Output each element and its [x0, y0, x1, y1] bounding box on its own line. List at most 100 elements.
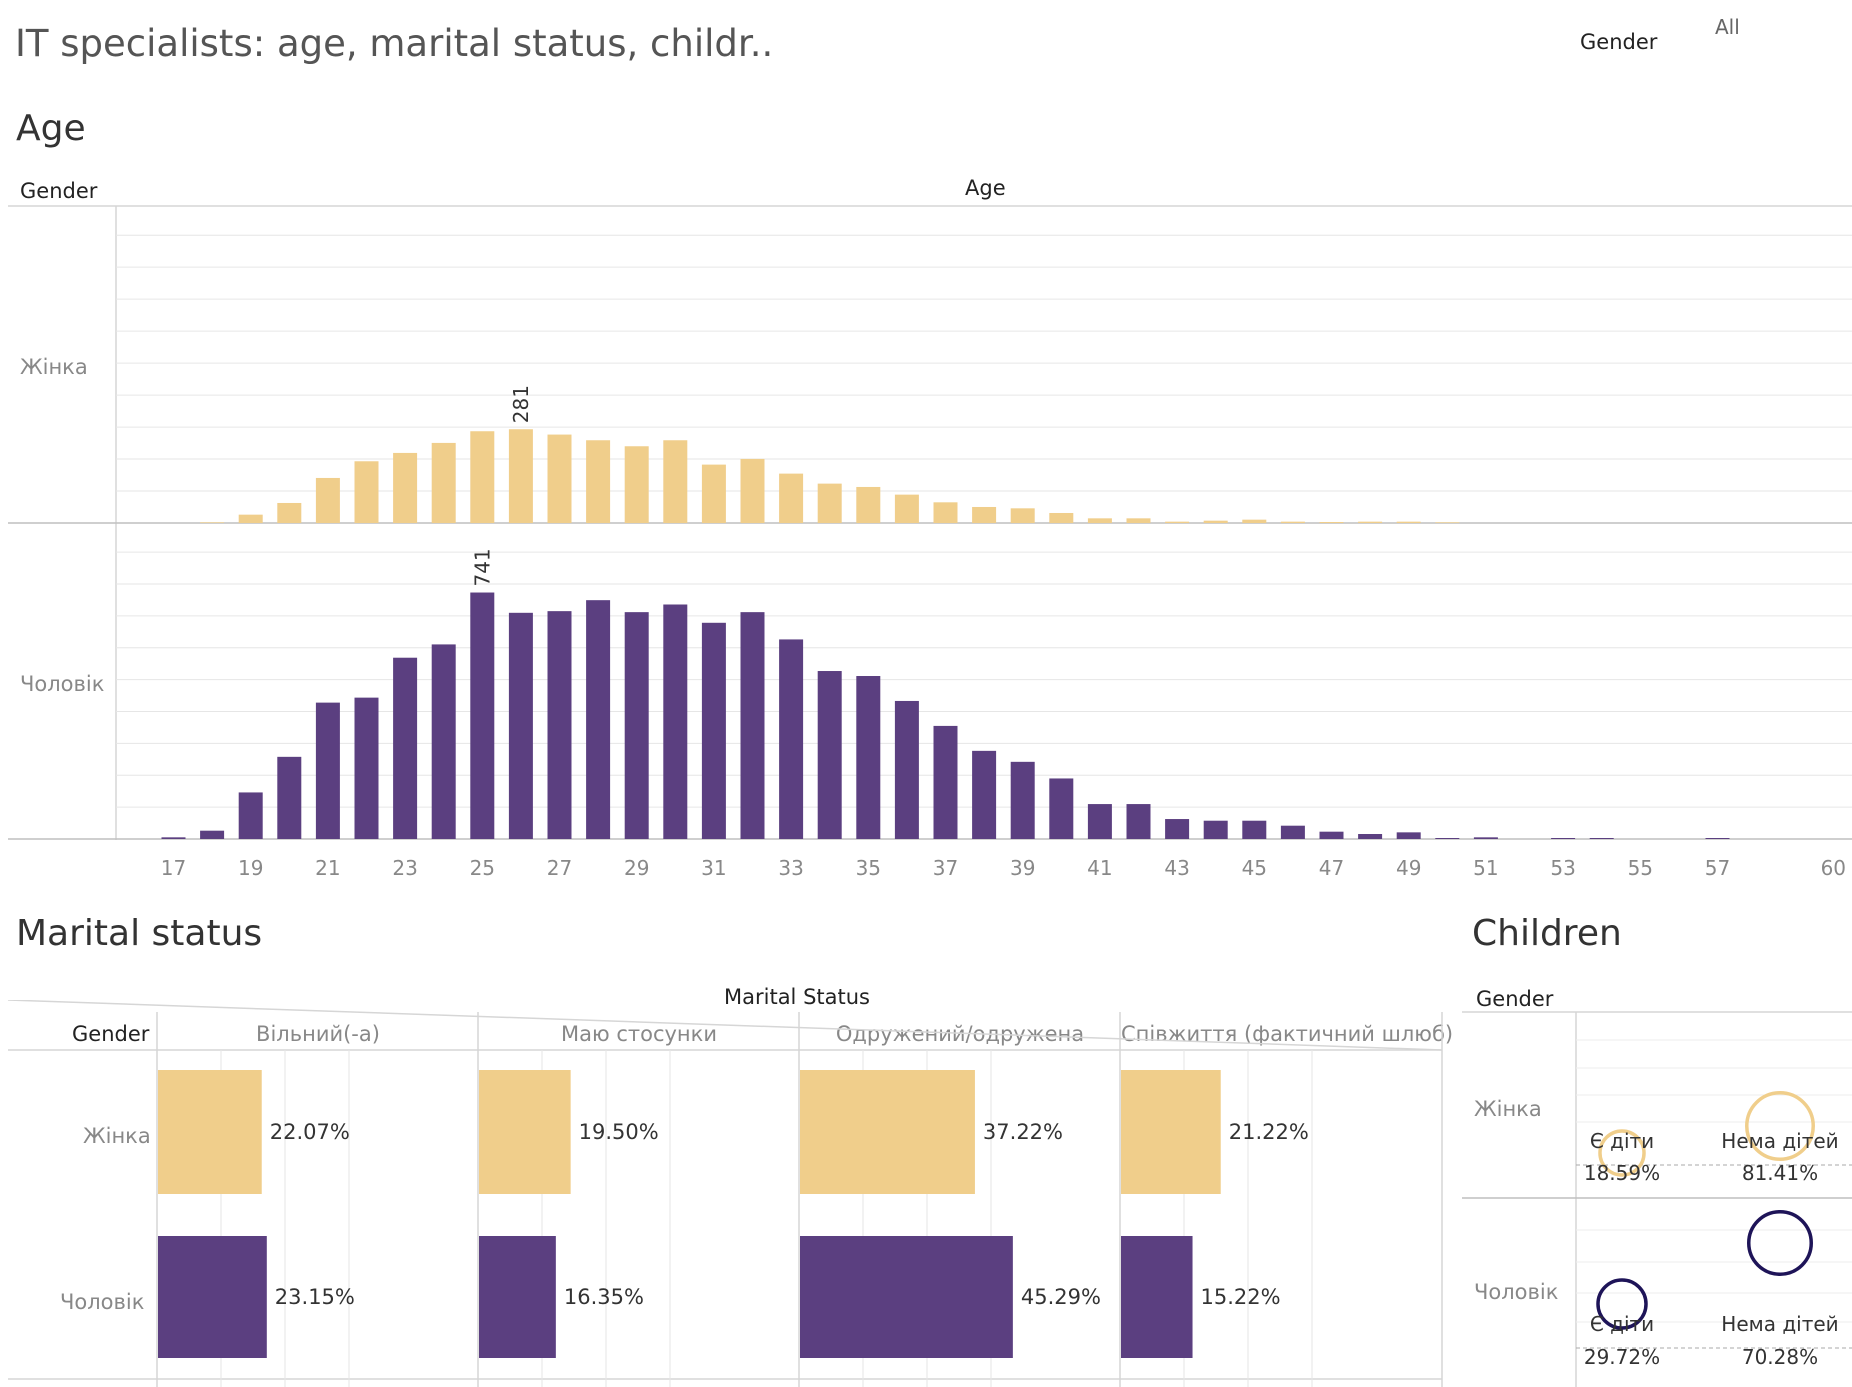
age-tick-37: 37: [933, 856, 958, 880]
marital-label-male-0: 23.15%: [275, 1285, 355, 1309]
marital-row-label-male: Чоловік: [60, 1290, 145, 1314]
age-bar-female-50: [1435, 522, 1460, 523]
marital-row-header: Gender: [72, 1022, 150, 1046]
age-bar-female-35: [856, 486, 881, 523]
age-bar-male-51: [1473, 837, 1498, 839]
age-bar-female-22: [354, 461, 379, 523]
age-bar-male-26: [508, 612, 533, 839]
gender-filter-dropdown[interactable]: All: [1715, 15, 1740, 39]
peak-label-male: 741: [470, 548, 494, 586]
marital-super-header: Marital Status: [724, 985, 870, 1009]
age-bar-male-27: [547, 611, 572, 839]
age-tick-17: 17: [161, 856, 186, 880]
marital-section-title: Marital status: [16, 913, 263, 954]
age-bar-male-54: [1589, 838, 1614, 839]
children-chart: Є діти 18.59% Нема дітей 81.41% Є діти 29.72%…: [1462, 1011, 1852, 1387]
age-tick-57: 57: [1705, 856, 1730, 880]
age-bar-female-43: [1165, 521, 1190, 523]
age-bar-male-28: [586, 600, 611, 839]
age-bar-male-49: [1396, 832, 1421, 839]
age-bar-male-23: [393, 657, 418, 839]
marital-label-female-0: 22.07%: [270, 1120, 350, 1144]
peak-label-female: 281: [509, 385, 533, 423]
age-bar-female-28: [586, 440, 611, 523]
age-x-axis: 17 19 21 23 25 27 29 31 33 35 37 39 41 43 45 47 49 51 53 55…: [161, 856, 1846, 880]
age-bar-female-45: [1242, 519, 1267, 523]
age-tick-25: 25: [470, 856, 495, 880]
age-bar-female-37: [933, 502, 958, 523]
marital-label-female-3: 21.22%: [1229, 1120, 1309, 1144]
age-bar-male-25: [470, 592, 495, 839]
marital-chart: 22.07% 19.50% 37.22% 21.22% 23.15% 16.35% 45.2…: [7, 1000, 1443, 1387]
children-row-header: Gender: [1476, 987, 1554, 1011]
age-bar-male-44: [1203, 820, 1228, 839]
age-tick-45: 45: [1242, 856, 1267, 880]
age-bar-male-40: [1049, 778, 1074, 839]
children-value-female-0: 18.59%: [1584, 1161, 1660, 1185]
age-bar-female-24: [431, 442, 456, 523]
age-bar-male-36: [894, 700, 919, 839]
marital-label-male-1: 16.35%: [564, 1285, 644, 1309]
age-bar-male-24: [431, 644, 456, 839]
marital-label-female-2: 37.22%: [983, 1120, 1063, 1144]
age-bar-female-33: [779, 473, 804, 523]
marital-label-male-3: 15.22%: [1201, 1285, 1281, 1309]
age-tick-27: 27: [547, 856, 572, 880]
age-row-header: Gender: [20, 179, 98, 203]
marital-bar-male-1: [479, 1236, 556, 1358]
age-bar-male-29: [624, 612, 649, 839]
age-tick-33: 33: [778, 856, 803, 880]
marital-bar-male-0: [158, 1236, 267, 1358]
age-tick-19: 19: [238, 856, 263, 880]
marital-col-married: Одружений/одружена: [835, 1022, 1085, 1046]
marital-col-free: Вільний(-а): [256, 1022, 380, 1046]
children-category-male-0: Є діти: [1590, 1312, 1654, 1336]
age-bar-female-27: [547, 434, 572, 523]
age-series-female: [200, 429, 1460, 523]
age-bar-female-29: [624, 446, 649, 523]
marital-row-label-female: Жінка: [83, 1124, 151, 1148]
age-tick-60: 60: [1821, 856, 1846, 880]
age-section-title: Age: [16, 108, 86, 149]
age-bar-female-36: [894, 494, 919, 523]
age-bar-female-18: [200, 522, 225, 523]
age-tick-55: 55: [1628, 856, 1653, 880]
children-row-label-female: Жінка: [1474, 1097, 1542, 1121]
marital-bar-female-3: [1121, 1070, 1221, 1194]
age-tick-43: 43: [1164, 856, 1189, 880]
age-bar-female-42: [1126, 518, 1151, 523]
marital-bars: 22.07% 19.50% 37.22% 21.22% 23.15% 16.35% 45.2…: [158, 1070, 1309, 1358]
marital-bar-male-2: [800, 1236, 1013, 1358]
marital-bar-female-0: [158, 1070, 262, 1194]
age-bar-male-53: [1551, 838, 1576, 839]
children-category-male-1: Нема дітей: [1721, 1312, 1838, 1336]
age-series-male: [161, 592, 1730, 839]
age-bar-male-22: [354, 697, 379, 839]
age-bar-female-38: [972, 506, 997, 523]
age-tick-47: 47: [1319, 856, 1344, 880]
age-bar-female-26: [508, 429, 533, 523]
age-bar-female-47: [1319, 521, 1344, 523]
marital-col-cohabitation: Співжиття (фактичний шлюб): [1121, 1022, 1454, 1046]
age-tick-29: 29: [624, 856, 649, 880]
age-bar-male-17: [161, 837, 186, 839]
children-marks: Є діти 18.59% Нема дітей 81.41% Є діти 29.72%…: [1584, 1091, 1839, 1369]
children-value-male-0: 29.72%: [1584, 1345, 1660, 1369]
age-bar-male-30: [663, 604, 688, 839]
age-bar-female-49: [1396, 521, 1421, 523]
age-tick-21: 21: [315, 856, 340, 880]
age-tick-23: 23: [392, 856, 417, 880]
age-bar-female-19: [238, 514, 263, 523]
marital-bar-female-1: [479, 1070, 571, 1194]
age-tick-51: 51: [1473, 856, 1498, 880]
children-category-female-0: Є діти: [1590, 1129, 1654, 1153]
age-bar-male-35: [856, 676, 881, 839]
children-circle-female-1: [1745, 1091, 1815, 1161]
children-value-male-1: 70.28%: [1742, 1345, 1818, 1369]
age-bar-male-21: [315, 702, 340, 839]
age-bar-female-23: [393, 452, 418, 523]
age-bar-male-47: [1319, 831, 1344, 839]
age-tick-53: 53: [1550, 856, 1575, 880]
age-bar-female-25: [470, 431, 495, 523]
age-chart: 17 19 21 23 25 27 29 31 33 35 37 39 41 43 45 47 49 51 53 55…: [8, 205, 1852, 880]
